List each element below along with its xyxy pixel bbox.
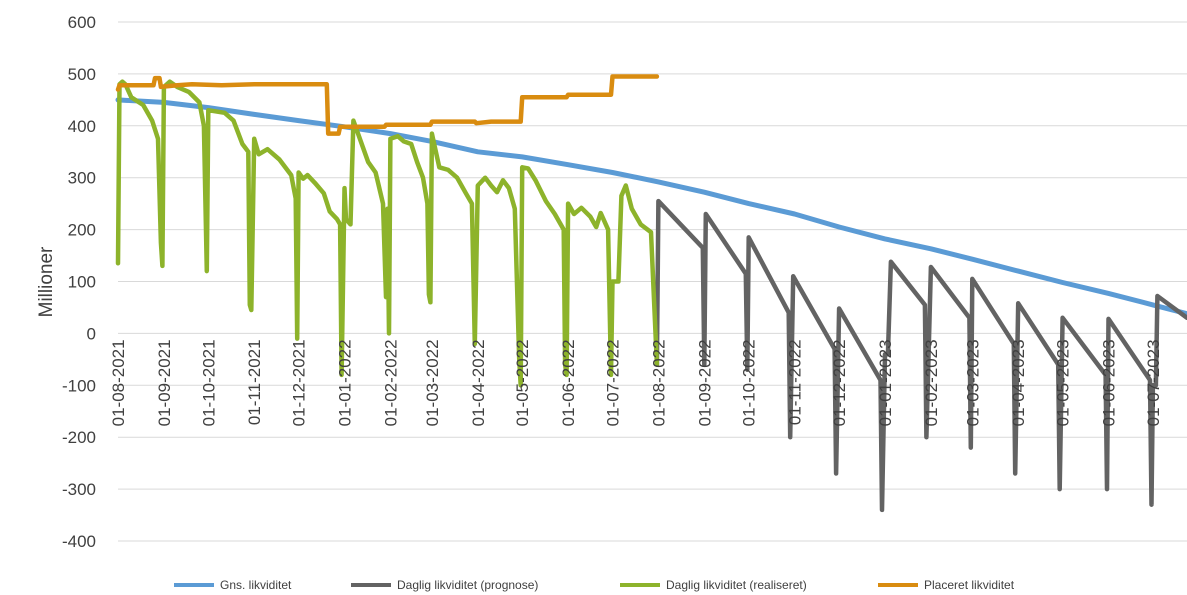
x-tick-label: 01-11-2021: [245, 339, 264, 425]
y-tick-label: 300: [68, 169, 96, 188]
x-tick-label: 01-04-2022: [469, 339, 488, 426]
x-tick-label: 01-06-2023: [1100, 339, 1119, 426]
x-tick-label: 01-05-2023: [1054, 339, 1073, 426]
x-tick-label: 01-03-2022: [423, 339, 442, 426]
x-tick-label: 01-08-2022: [649, 339, 668, 426]
x-tick-label: 01-02-2023: [922, 339, 941, 426]
x-tick-label: 01-07-2022: [604, 339, 623, 426]
x-tick-label: 01-01-2022: [336, 339, 355, 426]
x-tick-label: 01-07-2023: [1144, 339, 1163, 426]
x-tick-label: 01-11-2022: [786, 339, 805, 425]
y-tick-label: 400: [68, 117, 96, 136]
series-line-1: [115, 97, 1187, 317]
x-axis-tick-labels: 01-08-2021 01-09-2021 01-10-2021 01-11-2021…: [109, 339, 1163, 426]
y-tick-label: -300: [62, 480, 96, 499]
series-line-4: [115, 74, 660, 136]
x-tick-label: 01-09-2022: [695, 339, 714, 426]
y-axis-label: Millioner: [36, 246, 57, 317]
y-axis-tick-labels: -400 -300 -200 -100 0 100 200 300 400 500 600: [62, 13, 96, 551]
legend-label: Gns. likviditet: [220, 578, 292, 592]
x-tick-label: 01-10-2021: [199, 339, 218, 426]
x-tick-label: 01-03-2023: [963, 339, 982, 426]
x-tick-label: 01-12-2021: [290, 339, 309, 426]
y-tick-label: -200: [62, 428, 96, 447]
legend-label: Daglig likviditet (prognose): [397, 578, 538, 592]
x-tick-label: 01-01-2023: [876, 339, 895, 426]
series-line-2: [654, 198, 1187, 513]
y-tick-label: 600: [68, 13, 96, 32]
x-tick-label: 01-04-2023: [1009, 339, 1028, 426]
x-tick-label: 01-09-2021: [155, 339, 174, 426]
legend-label: Daglig likviditet (realiseret): [666, 578, 807, 592]
x-tick-label: 01-08-2021: [109, 339, 128, 426]
y-tick-label: -100: [62, 376, 96, 395]
gridlines: [118, 21, 1187, 542]
x-tick-label: 01-05-2022: [513, 339, 532, 426]
y-tick-label: 200: [68, 221, 96, 240]
x-tick-label: 01-12-2022: [830, 339, 849, 426]
series-line-3: [115, 79, 660, 388]
legend-label: Placeret likviditet: [924, 578, 1015, 592]
x-tick-label: 01-06-2022: [559, 339, 578, 426]
y-tick-label: 100: [68, 273, 96, 292]
y-tick-label: -400: [62, 532, 96, 551]
y-tick-label: 500: [68, 65, 96, 84]
series-lines: [115, 74, 1187, 513]
y-tick-label: 0: [87, 324, 96, 343]
x-tick-label: 01-10-2022: [740, 339, 759, 426]
x-tick-label: 01-02-2022: [381, 339, 400, 426]
legend: Gns. likviditet Daglig likviditet (progno…: [174, 578, 1015, 592]
